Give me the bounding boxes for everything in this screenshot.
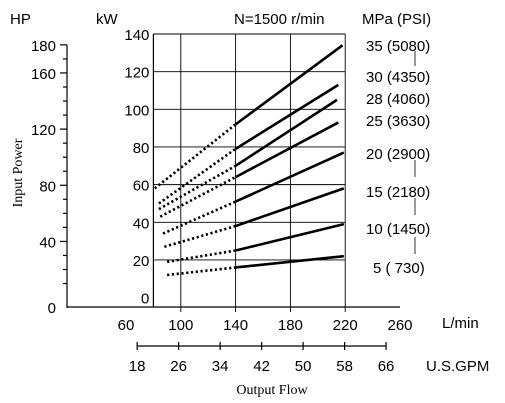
series-1-solid-line xyxy=(235,222,345,252)
lmin-tick-label-180: 180 xyxy=(278,317,303,334)
speed-annotation: N=1500 r/min xyxy=(234,11,324,28)
kw-tick-label-0: 0 xyxy=(141,291,149,308)
kw-tick-label-60: 60 xyxy=(133,178,150,195)
lmin-tick-label-220: 220 xyxy=(333,317,358,334)
y-axis-title: Input Power xyxy=(11,138,26,207)
series-2-solid-line xyxy=(235,187,345,228)
series-label-6: 30 (4350) xyxy=(366,69,430,86)
lmin-tick-label-140: 140 xyxy=(223,317,248,334)
gpm-tick-label-50: 50 xyxy=(295,358,312,375)
gpm-tick-label-18: 18 xyxy=(129,358,146,375)
series-label-4: 25 (3630) xyxy=(366,113,430,130)
series-0-solid-line xyxy=(235,254,344,269)
series-label-2: 15 (2180) xyxy=(366,184,430,201)
series-2-dotted-line xyxy=(163,224,236,249)
x-unit-primary: L/min xyxy=(442,315,479,332)
series-5-solid-line xyxy=(234,98,338,167)
gpm-tick-label-34: 34 xyxy=(212,358,229,375)
series-label-0: 5 ( 730) xyxy=(373,260,425,277)
series-4-solid-line xyxy=(234,121,339,179)
kw-unit-label: kW xyxy=(96,11,119,28)
series-6-solid-line xyxy=(234,83,340,150)
kw-tick-label-80: 80 xyxy=(133,140,150,157)
hp-tick-label-40: 40 xyxy=(39,234,56,251)
lmin-tick-label-260: 260 xyxy=(387,317,412,334)
kw-tick-label-120: 120 xyxy=(124,65,149,82)
series-6-dotted-line xyxy=(158,147,237,205)
kw-tick-label-100: 100 xyxy=(124,102,149,119)
lmin-tick-label-60: 60 xyxy=(118,317,135,334)
gpm-tick-label-58: 58 xyxy=(336,358,353,375)
series-label-3: 20 (2900) xyxy=(366,146,430,163)
x-unit-secondary: U.S.GPM xyxy=(426,358,489,375)
kw-tick-label-20: 20 xyxy=(133,253,150,270)
kw-tick-label-40: 40 xyxy=(133,215,150,232)
series-0-dotted-line xyxy=(166,266,236,277)
hp-unit-label: HP xyxy=(10,11,31,28)
hp-tick-label-160: 160 xyxy=(31,66,56,83)
gpm-tick-label-66: 66 xyxy=(378,358,395,375)
series-5-dotted-line xyxy=(158,164,237,211)
series-4-dotted-line xyxy=(159,175,237,218)
lmin-tick-label-100: 100 xyxy=(168,317,193,334)
gpm-tick-label-42: 42 xyxy=(253,358,270,375)
x-axis-title: Output Flow xyxy=(236,383,308,398)
hp-tick-label-120: 120 xyxy=(31,122,56,139)
series-3-dotted-line xyxy=(162,200,237,235)
series-label-5: 28 (4060) xyxy=(366,91,430,108)
hp-tick-label-180: 180 xyxy=(31,38,56,55)
series-7-solid-line xyxy=(234,44,344,126)
series-1-dotted-line xyxy=(166,249,236,264)
series-3-solid-line xyxy=(235,151,345,203)
pressure-header: MPa (PSI) xyxy=(362,11,431,28)
hp-tick-label-0: 0 xyxy=(48,300,56,317)
kw-tick-label-140: 140 xyxy=(124,27,149,44)
gpm-tick-label-26: 26 xyxy=(170,358,187,375)
series-label-1: 10 (1450) xyxy=(366,221,430,238)
hp-tick-label-80: 80 xyxy=(39,178,56,195)
series-label-7: 35 (5080) xyxy=(366,38,430,55)
